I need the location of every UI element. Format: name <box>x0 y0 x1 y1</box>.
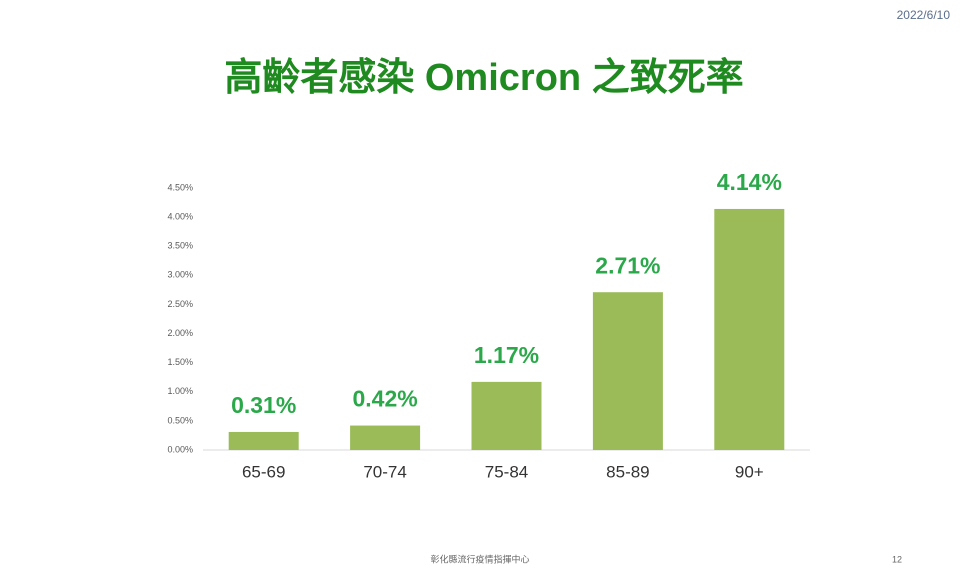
bar <box>471 381 542 450</box>
bar <box>228 431 299 450</box>
y-tick-label: 4.50% <box>167 182 193 192</box>
x-tick-label: 65-69 <box>242 462 285 481</box>
y-tick-label: 0.50% <box>167 415 193 425</box>
date: 2022/6/10 <box>897 8 951 22</box>
bar <box>592 292 663 450</box>
x-tick-label: 90+ <box>735 462 764 481</box>
x-tick-label: 70-74 <box>363 462 406 481</box>
y-tick-label: 2.50% <box>167 299 193 309</box>
bar <box>714 208 785 450</box>
value-label: 4.14% <box>717 169 782 195</box>
y-tick-label: 3.50% <box>167 241 193 251</box>
chart-title: 高齡者感染 Omicron 之致死率 <box>224 57 743 99</box>
value-label: 0.31% <box>231 392 296 418</box>
y-tick-label: 4.00% <box>167 211 193 221</box>
y-tick-label: 1.50% <box>167 357 193 367</box>
footer: 彰化縣流行疫情指揮中心 <box>430 553 529 564</box>
y-tick-label: 3.00% <box>167 270 193 280</box>
y-tick-label: 0.00% <box>167 444 193 454</box>
value-label: 2.71% <box>595 252 660 278</box>
x-tick-label: 75-84 <box>485 462 528 481</box>
y-tick-label: 1.00% <box>167 386 193 396</box>
page-number: 12 <box>892 554 902 564</box>
y-tick-label: 2.00% <box>167 328 193 338</box>
bar <box>350 425 421 450</box>
value-label: 1.17% <box>474 342 539 368</box>
x-tick-label: 85-89 <box>606 462 649 481</box>
value-label: 0.42% <box>352 386 417 412</box>
